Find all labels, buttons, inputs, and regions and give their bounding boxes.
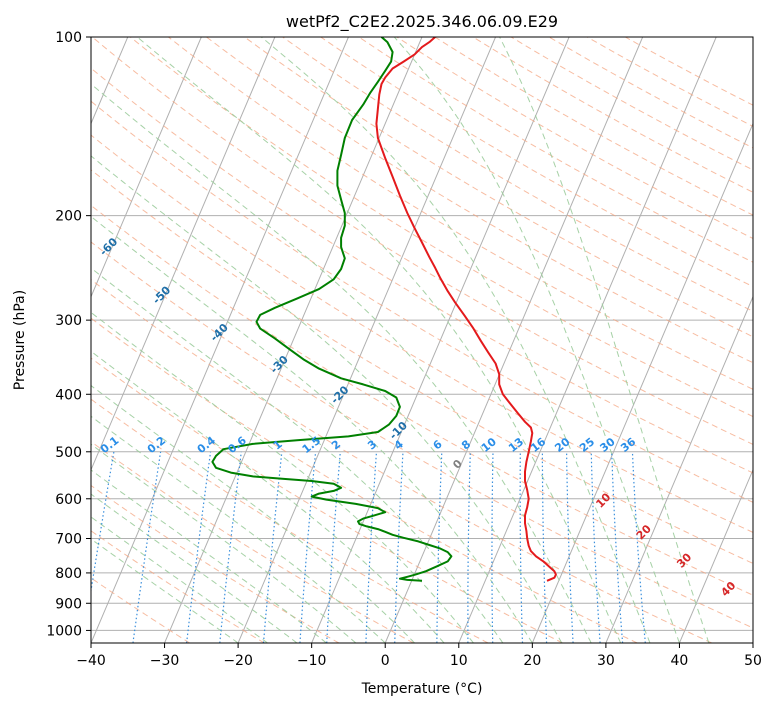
isotherm-10 [458, 37, 717, 643]
y-tick-label-9: 100 [55, 30, 82, 46]
dry-adiabat-130 [167, 37, 753, 390]
mixing-ratio-line-3 [219, 451, 242, 643]
dry-adiabat-60 [91, 204, 753, 596]
x-tick-label-2: −20 [223, 653, 253, 669]
x-tick-label-0: −40 [76, 653, 106, 669]
mixing-ratio-line-8 [394, 451, 404, 643]
x-tick-label-3: −10 [297, 653, 327, 669]
axes: −40 −30 −20 −10 0 10 20 30 40 50 1000 900 800 700 600 5… [46, 30, 762, 669]
x-tick-label-6: 20 [523, 653, 541, 669]
isotherm--50 [91, 37, 276, 472]
x-tick-label-8: 40 [671, 653, 689, 669]
y-tick-label-1: 900 [55, 596, 82, 612]
y-tick-label-3: 700 [55, 532, 82, 548]
dry-adiabat-150 [243, 37, 753, 338]
y-tick-label-8: 200 [55, 209, 82, 225]
moist-adiabat--8 [91, 469, 327, 643]
dry-adiabat--20 [91, 530, 265, 643]
moist-adiabat--20 [91, 538, 239, 643]
isotherm-30 [605, 295, 753, 643]
moist-adiabat--16 [91, 516, 268, 643]
moist-adiabat-8 [91, 350, 445, 643]
dry-adiabat-0 [91, 441, 414, 643]
moist-adiabat-24 [91, 155, 563, 643]
moist-adiabat-20 [91, 215, 533, 643]
moist-adiabat-40 [393, 37, 680, 643]
x-tick-label-1: −30 [150, 653, 180, 669]
dry-adiabat-40 [91, 278, 713, 643]
y-tick-label-0: 1000 [46, 623, 82, 639]
dry-adiabat-20 [91, 357, 563, 643]
mixing-ratio-line-5 [299, 451, 317, 643]
dry-adiabat-10 [91, 398, 489, 643]
dry-adiabat-120 [129, 37, 753, 418]
moist-adiabat-4 [91, 384, 415, 643]
y-tick-label-6: 400 [55, 387, 82, 403]
series-line-temperature [375, 37, 557, 582]
y-tick-label-2: 800 [55, 566, 82, 582]
series-line-dewpoint [211, 37, 453, 582]
y-tick-label-7: 300 [55, 313, 82, 329]
moist-adiabat-0 [91, 415, 386, 643]
plot-frame [90, 36, 754, 644]
x-tick-label-4: 0 [381, 653, 390, 669]
dry-adiabat-90 [91, 100, 753, 503]
isotherm--40 [91, 37, 349, 643]
dry-adiabat--10 [91, 484, 340, 643]
mixing-ratio-line-2 [186, 451, 212, 643]
mixing-ratio-line-4 [262, 451, 283, 643]
dry-adiabat-80 [91, 134, 753, 533]
moist-adiabat-32 [136, 37, 622, 643]
mixing-ratio-line-17 [631, 451, 646, 643]
dry-adiabat-30 [91, 317, 638, 643]
x-axis-title: Temperature (°C) [361, 681, 483, 697]
isotherm-40 [678, 468, 753, 643]
y-tick-label-5: 500 [55, 445, 82, 461]
mixing-ratio-line-6 [326, 451, 341, 643]
isotherm--30 [164, 37, 423, 643]
mixing-ratio-line-15 [590, 451, 601, 643]
y-tick-label-4: 600 [55, 492, 82, 508]
mixing-ratio-line-16 [611, 451, 624, 643]
background-lines [91, 37, 753, 643]
moist-adiabat-12 [91, 311, 474, 643]
moist-adiabat-36 [260, 37, 651, 643]
isotherm--60 [91, 37, 202, 298]
dry-adiabat-160 [281, 37, 753, 312]
mixing-ratio-line-7 [365, 451, 378, 643]
mixing-ratio-line-1 [132, 451, 162, 643]
x-tick-label-9: 50 [744, 653, 762, 669]
moist-adiabat-16 [91, 267, 504, 643]
isotherm--20 [237, 37, 497, 643]
isotherm-0 [384, 37, 644, 643]
chart-title: wetPf2_C2E2.2025.346.06.09.E29 [286, 12, 558, 32]
dry-adiabat-70 [91, 169, 753, 564]
x-tick-label-5: 10 [450, 653, 468, 669]
y-axis-title: Pressure (hPa) [12, 290, 28, 390]
moist-adiabat--12 [91, 493, 298, 643]
profiles [211, 37, 557, 582]
x-tick-label-7: 30 [597, 653, 615, 669]
moist-adiabat-44 [499, 37, 710, 643]
